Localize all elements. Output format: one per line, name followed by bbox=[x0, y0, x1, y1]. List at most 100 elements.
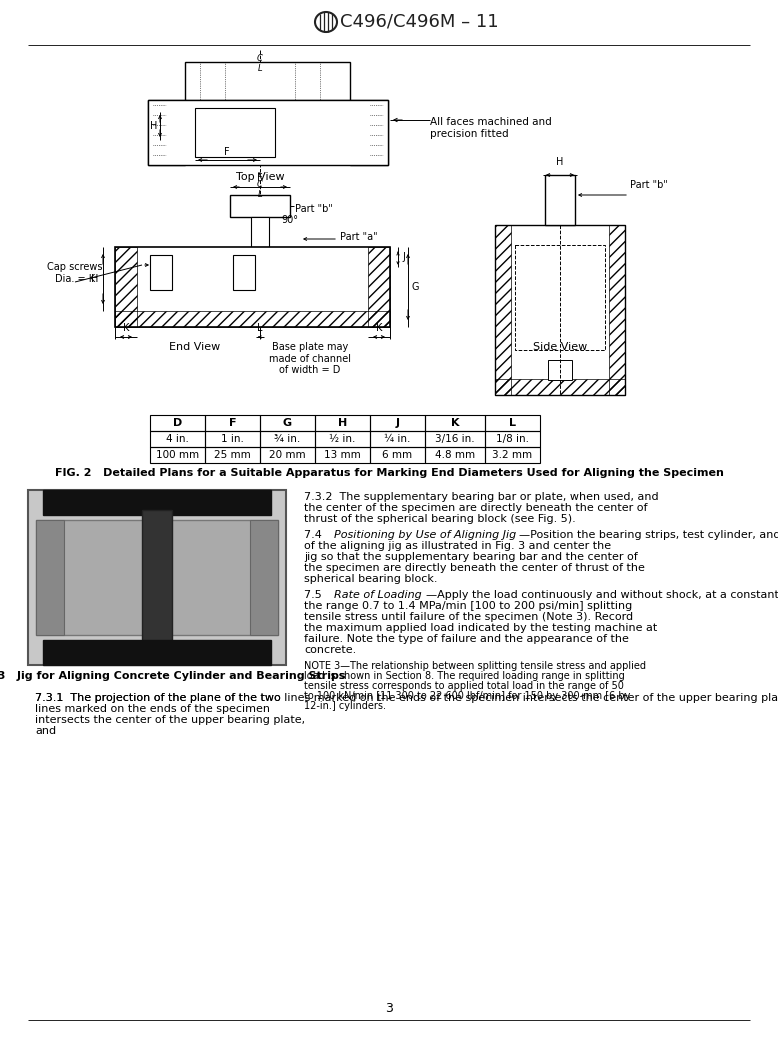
Text: 1 in.: 1 in. bbox=[221, 434, 244, 445]
Text: F: F bbox=[224, 147, 230, 157]
Text: F: F bbox=[229, 418, 237, 428]
Bar bbox=[495, 379, 625, 395]
Bar bbox=[315, 447, 370, 463]
Text: 1/8 in.: 1/8 in. bbox=[496, 434, 529, 445]
Text: 20 mm: 20 mm bbox=[269, 450, 306, 460]
Text: H: H bbox=[150, 121, 158, 131]
Text: failure. Note the type of failure and the appearance of the: failure. Note the type of failure and th… bbox=[304, 634, 629, 644]
Text: load is shown in Section 8. The required loading range in splitting: load is shown in Section 8. The required… bbox=[304, 671, 625, 681]
Text: 6 mm: 6 mm bbox=[383, 450, 412, 460]
Bar bbox=[350, 100, 388, 166]
Text: C496/C496M – 11: C496/C496M – 11 bbox=[340, 12, 499, 31]
Text: NOTE 3—The relationship between splitting tensile stress and applied: NOTE 3—The relationship between splittin… bbox=[304, 661, 646, 671]
Text: J: J bbox=[395, 418, 399, 428]
Bar bbox=[425, 431, 485, 447]
Bar bbox=[368, 247, 390, 327]
Text: the range 0.7 to 1.4 MPa/min [100 to 200 psi/min] splitting: the range 0.7 to 1.4 MPa/min [100 to 200… bbox=[304, 601, 633, 611]
Text: K: K bbox=[123, 323, 129, 333]
Bar bbox=[250, 520, 278, 635]
Text: thrust of the spherical bearing block (see Fig. 5).: thrust of the spherical bearing block (s… bbox=[304, 514, 576, 524]
Bar bbox=[370, 415, 425, 431]
Text: to 100 kN/min [11 300 to 22 600 lbf/min] for 150 by 300-mm [6 by: to 100 kN/min [11 300 to 22 600 lbf/min]… bbox=[304, 691, 630, 701]
Bar bbox=[115, 247, 390, 327]
Text: G: G bbox=[283, 418, 292, 428]
Text: 7.3.1  The projection of the plane of the two lines marked on the ends of the sp: 7.3.1 The projection of the plane of the… bbox=[35, 693, 778, 703]
Text: intersects the center of the upper bearing plate,: intersects the center of the upper beari… bbox=[35, 715, 305, 725]
Text: Part "b": Part "b" bbox=[295, 204, 333, 214]
Text: 90°: 90° bbox=[281, 215, 298, 225]
Bar bbox=[315, 431, 370, 447]
Text: H: H bbox=[90, 274, 98, 284]
Bar bbox=[150, 447, 205, 463]
Bar bbox=[548, 360, 572, 380]
Bar bbox=[495, 225, 511, 395]
Bar bbox=[370, 447, 425, 463]
Text: 7.3.1  The projection of the plane of the two: 7.3.1 The projection of the plane of the… bbox=[35, 693, 281, 703]
Text: 7.5: 7.5 bbox=[304, 590, 329, 600]
Text: J: J bbox=[402, 252, 405, 262]
Text: spherical bearing block.: spherical bearing block. bbox=[304, 574, 437, 584]
Text: L: L bbox=[509, 418, 516, 428]
Bar bbox=[142, 510, 172, 650]
Text: Cap screws
Dia. = K: Cap screws Dia. = K bbox=[47, 262, 103, 283]
Text: Positioning by Use of Aligning Jig: Positioning by Use of Aligning Jig bbox=[334, 530, 517, 540]
Bar bbox=[205, 415, 260, 431]
Bar bbox=[150, 431, 205, 447]
Text: 3: 3 bbox=[385, 1001, 393, 1015]
Text: ¾ in.: ¾ in. bbox=[275, 434, 300, 445]
Bar bbox=[425, 415, 485, 431]
Text: of the aligning jig as illustrated in Fig. 3 and center the: of the aligning jig as illustrated in Fi… bbox=[304, 541, 612, 551]
Bar bbox=[485, 415, 540, 431]
Bar bbox=[150, 415, 205, 431]
Bar bbox=[233, 255, 255, 290]
Text: FIG. 2   Detailed Plans for a Suitable Apparatus for Marking End Diameters Used : FIG. 2 Detailed Plans for a Suitable App… bbox=[54, 468, 724, 478]
Bar bbox=[260, 431, 315, 447]
Text: FIG. 3   Jig for Aligning Concrete Cylinder and Bearing Strips: FIG. 3 Jig for Aligning Concrete Cylinde… bbox=[0, 671, 345, 681]
Text: 7.4: 7.4 bbox=[304, 530, 329, 540]
Text: F: F bbox=[258, 173, 263, 183]
Bar bbox=[230, 195, 290, 217]
Text: ¼ in.: ¼ in. bbox=[384, 434, 411, 445]
Text: and: and bbox=[35, 726, 56, 736]
Text: 13 mm: 13 mm bbox=[324, 450, 361, 460]
Bar bbox=[115, 311, 390, 327]
Bar bbox=[545, 175, 575, 225]
Bar bbox=[315, 415, 370, 431]
Text: ½ in.: ½ in. bbox=[329, 434, 356, 445]
Bar bbox=[148, 100, 388, 166]
Text: tensile stress until failure of the specimen (Note 3). Record: tensile stress until failure of the spec… bbox=[304, 612, 633, 623]
Text: Part "b": Part "b" bbox=[630, 180, 668, 191]
Bar bbox=[425, 447, 485, 463]
Text: —Position the bearing strips, test cylinder, and supplementary bearing bar by me: —Position the bearing strips, test cylin… bbox=[519, 530, 778, 540]
Text: L: L bbox=[258, 323, 263, 333]
Text: concrete.: concrete. bbox=[304, 645, 356, 655]
Text: C
L: C L bbox=[257, 180, 263, 200]
Text: 100 mm: 100 mm bbox=[156, 450, 199, 460]
Bar bbox=[43, 640, 271, 665]
Bar bbox=[495, 225, 625, 395]
Text: K: K bbox=[376, 323, 382, 333]
Bar bbox=[195, 108, 275, 157]
Bar bbox=[609, 225, 625, 395]
Text: Side View: Side View bbox=[533, 342, 587, 352]
Text: All faces machined and
precision fitted: All faces machined and precision fitted bbox=[430, 117, 552, 138]
Bar bbox=[205, 447, 260, 463]
Bar bbox=[515, 245, 605, 350]
Text: —Apply the load continuously and without shock, at a constant rate within: —Apply the load continuously and without… bbox=[426, 590, 778, 600]
Bar bbox=[260, 447, 315, 463]
Bar bbox=[485, 431, 540, 447]
Text: 3.2 mm: 3.2 mm bbox=[492, 450, 533, 460]
Bar bbox=[43, 490, 271, 515]
Text: jig so that the supplementary bearing bar and the center of: jig so that the supplementary bearing ba… bbox=[304, 552, 638, 562]
Bar bbox=[148, 100, 185, 166]
Bar bbox=[115, 247, 137, 327]
Text: D: D bbox=[173, 418, 182, 428]
Text: 25 mm: 25 mm bbox=[214, 450, 251, 460]
Bar bbox=[370, 431, 425, 447]
Text: 4.8 mm: 4.8 mm bbox=[435, 450, 475, 460]
Bar bbox=[205, 431, 260, 447]
Bar bbox=[485, 447, 540, 463]
Bar bbox=[185, 62, 350, 100]
Text: the center of the specimen are directly beneath the center of: the center of the specimen are directly … bbox=[304, 503, 647, 513]
Bar bbox=[36, 520, 278, 635]
